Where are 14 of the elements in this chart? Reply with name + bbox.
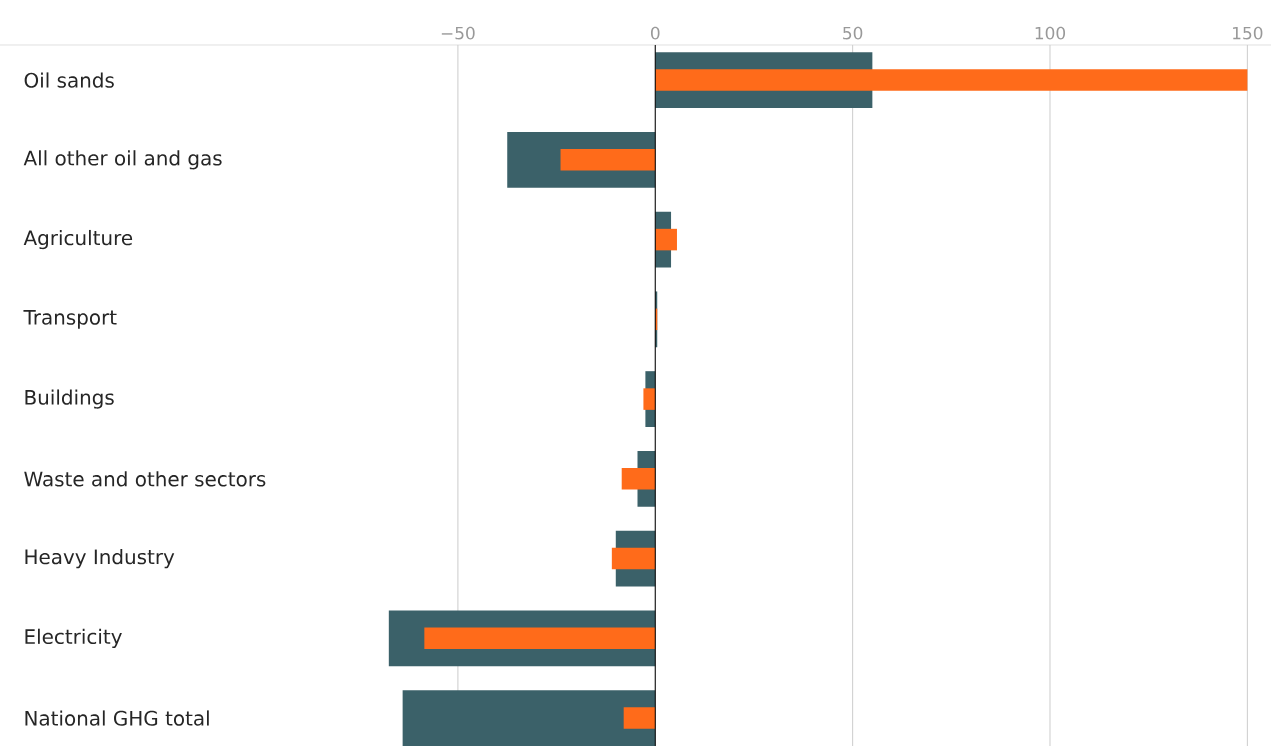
y-tick-label: Oil sands — [24, 72, 114, 88]
y-tick-label: Heavy Industry — [25, 548, 175, 569]
x-tick-label: 50 — [843, 26, 863, 40]
y-tick-label: Agriculture — [23, 229, 133, 250]
y-tick-label: All other oil and gas — [23, 150, 222, 170]
y-tick-label: National GHG total — [25, 710, 209, 726]
y-tick-label: Electricity — [25, 628, 122, 648]
x-tick-label: 150 — [1233, 26, 1263, 40]
x-tick-label: 100 — [1035, 26, 1066, 40]
y-tick-label: Waste and other sectors — [24, 471, 266, 487]
y-tick-label: Transport — [23, 310, 117, 329]
y-tick-label: Buildings — [25, 389, 114, 409]
x-tick-label: 0 — [650, 26, 660, 40]
x-tick-label: −50 — [441, 26, 475, 40]
